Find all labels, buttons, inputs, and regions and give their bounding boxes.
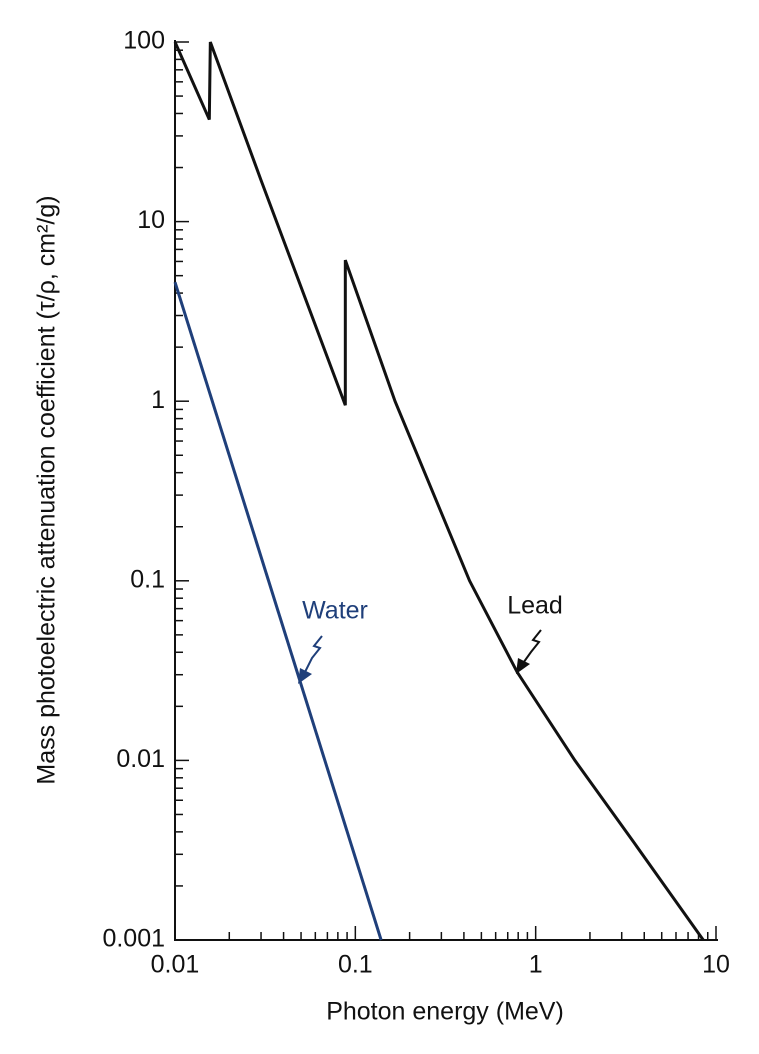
y-tick-label: 0.001: [102, 925, 165, 953]
arrow-head: [516, 658, 530, 674]
data-line: [173, 281, 383, 941]
y-tick-label: 0.1: [130, 565, 165, 593]
y-tick-label: 0.01: [116, 745, 165, 773]
x-tick-label: 1: [529, 951, 543, 979]
x-tick-label: 0.1: [338, 951, 373, 979]
x-axis-label: Photon energy (MeV): [326, 998, 564, 1026]
y-tick-label: 10: [137, 206, 165, 234]
x-tick-label: 10: [702, 951, 730, 979]
y-axis-label: Mass photoelectric attenuation coefficie…: [33, 195, 61, 784]
y-tick-label: 1: [151, 386, 165, 414]
annotation-arrow: [302, 635, 323, 677]
x-tick-label: 0.01: [151, 951, 200, 979]
legend-label: Lead: [507, 592, 563, 620]
y-tick-label: 100: [123, 27, 165, 55]
arrow-head: [298, 668, 312, 684]
data-line: [173, 41, 705, 941]
annotation-arrow: [520, 629, 542, 667]
legend-label: Water: [302, 597, 368, 625]
